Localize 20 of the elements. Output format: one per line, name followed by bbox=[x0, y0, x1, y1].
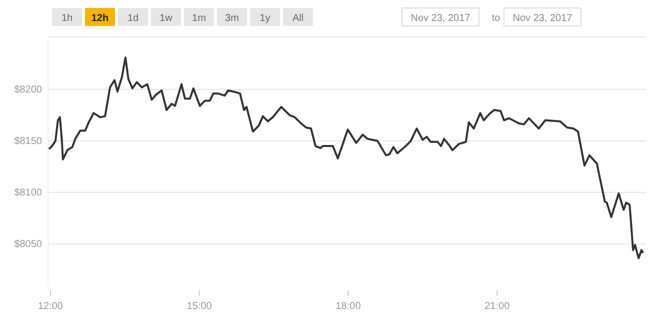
line-series bbox=[48, 56, 644, 260]
range-button: 12h bbox=[85, 8, 115, 26]
range-button: 1d bbox=[118, 8, 148, 26]
x-tick-label: 18:00 bbox=[336, 301, 362, 312]
date-field: Nov 23, 2017 bbox=[504, 8, 582, 26]
date-field: Nov 23, 2017 bbox=[402, 8, 480, 26]
x-tick-label: 21:00 bbox=[484, 301, 510, 312]
text: to bbox=[492, 13, 501, 24]
range-button: 1m bbox=[184, 8, 214, 26]
range-button: 1h bbox=[52, 8, 82, 26]
x-tick-label: 15:00 bbox=[186, 301, 212, 312]
y-tick-label: $8200 bbox=[14, 84, 42, 96]
y-tick-label: $8100 bbox=[14, 188, 42, 199]
range-button: 3m bbox=[217, 8, 247, 26]
y-tick-label: $8050 bbox=[14, 239, 42, 250]
range-button: 1w bbox=[151, 8, 181, 26]
range-button: All bbox=[283, 8, 313, 26]
range-button: 1y bbox=[250, 8, 280, 26]
y-tick-label: $8150 bbox=[14, 136, 42, 148]
x-tick-label: 12:00 bbox=[38, 301, 64, 312]
